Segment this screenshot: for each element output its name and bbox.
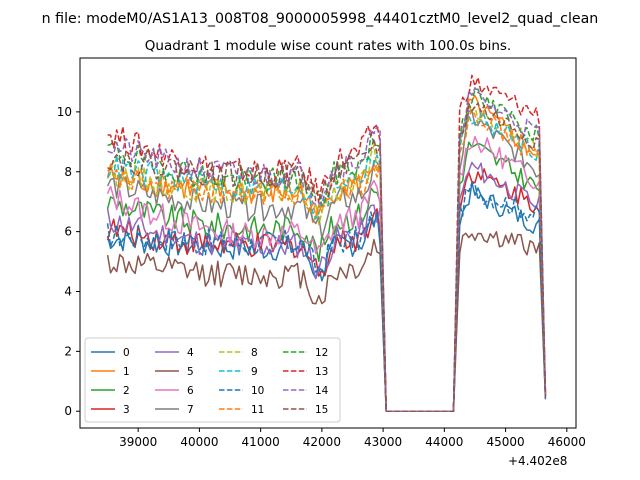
legend-box xyxy=(84,337,341,423)
x-tick-label: 40000 xyxy=(180,435,218,449)
figure-suptitle: n file: modeM0/AS1A13_008T08_9000005998_… xyxy=(42,11,599,27)
legend-label-9: 9 xyxy=(251,366,258,378)
y-axis: 0 2 4 6 8 10 xyxy=(57,105,80,418)
y-tick-label: 8 xyxy=(64,165,72,179)
legend-label-2: 2 xyxy=(123,385,130,397)
legend-label-14: 14 xyxy=(315,385,329,397)
series-line-1 xyxy=(106,94,547,412)
series-line-10 xyxy=(106,182,547,412)
x-offset-label: +4.402e8 xyxy=(508,454,567,468)
series-line-6 xyxy=(106,135,547,412)
series-line-12 xyxy=(107,88,547,412)
x-tick-label: 42000 xyxy=(303,435,341,449)
x-tick-label: 41000 xyxy=(242,435,280,449)
legend-label-7: 7 xyxy=(187,404,194,416)
series-line-9 xyxy=(106,112,547,412)
x-tick-label: 39000 xyxy=(119,435,157,449)
x-tick-label: 44000 xyxy=(425,435,463,449)
legend-label-10: 10 xyxy=(251,385,264,397)
legend-label-3: 3 xyxy=(123,404,130,416)
legend-label-15: 15 xyxy=(315,404,328,416)
y-tick-label: 4 xyxy=(64,284,72,298)
y-tick-label: 10 xyxy=(57,105,72,119)
legend-label-0: 0 xyxy=(123,347,130,359)
series-line-14 xyxy=(107,87,547,412)
x-axis: 39000 40000 41000 42000 43000 44000 45000 46000 xyxy=(119,428,586,449)
series-line-11 xyxy=(107,109,547,412)
y-tick-label: 6 xyxy=(64,225,72,239)
x-tick-label: 46000 xyxy=(548,435,586,449)
chart-title: Quadrant 1 module wise count rates with … xyxy=(145,38,511,54)
axes-frame xyxy=(79,57,577,429)
series-line-15 xyxy=(107,102,547,412)
plot-area xyxy=(106,74,547,412)
legend-label-4: 4 xyxy=(187,347,194,359)
x-tick-label: 45000 xyxy=(486,435,524,449)
y-tick-label: 0 xyxy=(64,404,72,418)
legend-label-5: 5 xyxy=(187,366,194,378)
legend-label-12: 12 xyxy=(315,347,328,359)
legend-label-13: 13 xyxy=(315,366,328,378)
legend-label-8: 8 xyxy=(251,347,258,359)
y-tick-label: 2 xyxy=(64,344,72,358)
x-tick-label: 43000 xyxy=(364,435,402,449)
legend-label-6: 6 xyxy=(187,385,194,397)
legend-label-1: 1 xyxy=(123,366,130,378)
series-line-2 xyxy=(106,141,547,412)
series-line-5 xyxy=(106,231,547,412)
legend-label-11: 11 xyxy=(251,404,264,416)
